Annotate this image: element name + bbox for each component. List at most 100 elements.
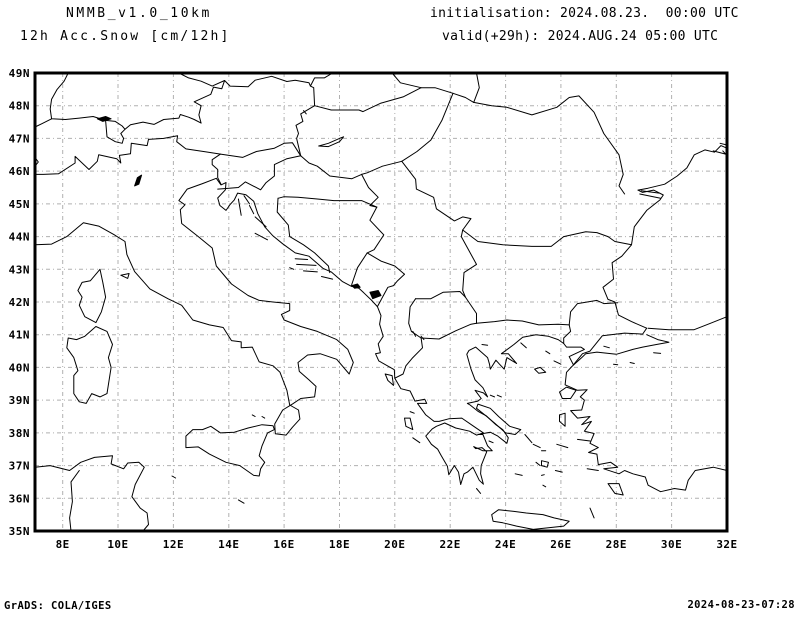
- map-feature-coast-africa: [34, 455, 149, 532]
- map-feature-border-serbia-macedonia: [415, 291, 466, 300]
- map-feature-island-mljet: [321, 276, 334, 280]
- model-title: NMMB_v1.0_10km: [66, 6, 212, 21]
- map-feature-island-andros: [524, 434, 533, 444]
- map-feature-border-alps-italy-slovenia: [34, 135, 302, 175]
- latitude-tick-label: 44N: [9, 231, 30, 244]
- map-feature-island-paros: [535, 461, 541, 467]
- map-feature-island-pantelleria: [171, 475, 177, 479]
- map-feature-border-hungary-serbia: [361, 160, 403, 175]
- map-feature-island-santorini: [542, 484, 547, 488]
- map-feature-border-italy-slovenia: [211, 153, 222, 185]
- map-feature-island-aeolian-2: [261, 416, 266, 419]
- latitude-tick-label: 39N: [9, 394, 30, 407]
- map-feature-island-euboea: [476, 403, 522, 435]
- map-feature-border-serbia-bulgaria: [460, 229, 477, 298]
- map-feature-island-dugi-otok: [254, 232, 268, 241]
- map-feature-border-bulgaria-greece: [476, 319, 570, 326]
- map-feature-danube-delta-arm-2: [640, 190, 660, 194]
- latitude-tick-label: 35N: [9, 525, 30, 538]
- map-feature-island-crete: [491, 509, 570, 530]
- map-feature-border-macedonia-bulgaria: [464, 296, 477, 324]
- initialisation-label: initialisation: 2024.08.23. 00:00 UTC: [430, 6, 739, 21]
- map-feature-island-chios: [559, 412, 566, 427]
- map-feature-coast-balkan-greece-blacksea: [217, 145, 728, 485]
- longitude-tick-label: 30E: [661, 538, 682, 551]
- latitude-tick-label: 46N: [9, 165, 30, 178]
- map-feature-border-rhine-austria-czech: [49, 72, 334, 130]
- map-feature-coast-italy: [34, 177, 354, 436]
- map-feature-coast-turkey-blacksea: [647, 316, 728, 331]
- map-feature-lake-balaton: [318, 136, 345, 148]
- map-feature-border-croatia-slovenia: [217, 155, 302, 191]
- map-feature-coast-turkey-aegean: [564, 334, 728, 493]
- map-feature-island-sporades-2: [496, 394, 502, 398]
- map-feature-island-samos: [577, 438, 591, 442]
- map-feature-border-slovakia-poland: [391, 72, 422, 89]
- map-feature-island-aeolian-1: [251, 414, 256, 417]
- map-frame: [33, 71, 729, 533]
- map-feature-lake-neusiedl: [303, 110, 307, 115]
- latitude-tick-label: 45N: [9, 198, 30, 211]
- map-feature-island-sporades-1: [489, 394, 495, 398]
- map-feature-border-bosnia-west: [276, 197, 331, 274]
- map-feature-island-zakynthos: [412, 437, 421, 444]
- map-feature-danube-delta-arm-1: [639, 193, 662, 199]
- map-feature-border-bosnia-drina: [350, 206, 385, 287]
- map-feature-island-kos: [586, 468, 599, 471]
- map-feature-lake-skadar: [369, 290, 382, 300]
- map-feature-border-bosnia-sava: [277, 196, 378, 208]
- map-feature-island-amorgos: [554, 470, 563, 473]
- valid-time-label: valid(+29h): 2024.AUG.24 05:00 UTC: [442, 29, 719, 44]
- map-feature-island-sicily: [185, 424, 275, 477]
- map-feature-island-milos: [514, 473, 523, 476]
- map-feature-island-vis: [289, 267, 295, 270]
- longitude-tick-label: 26E: [550, 538, 571, 551]
- map-feature-border-ukraine-north: [473, 72, 480, 103]
- latitude-tick-label: 47N: [9, 132, 30, 145]
- map-feature-border-serbia-croatia-danube: [361, 173, 379, 208]
- map-feature-border-algeria-tunisia: [69, 470, 80, 532]
- map-feature-island-krk: [243, 195, 250, 205]
- longitude-tick-label: 24E: [495, 538, 516, 551]
- map-feature-island-ikaria: [556, 443, 569, 449]
- map-feature-border-macedonia-greece: [420, 322, 477, 340]
- latitude-tick-label: 36N: [9, 492, 30, 505]
- longitude-tick-label: 28E: [606, 538, 627, 551]
- map-feature-border-romania-bulgaria-danube: [462, 229, 632, 247]
- map-feature-island-rhodes: [607, 483, 624, 496]
- map-feature-lake-garda: [134, 174, 143, 187]
- map-feature-island-brac: [294, 258, 309, 260]
- map-feature-border-austria-hungary: [295, 85, 316, 157]
- map-feature-border-hungary-croatia-drava: [300, 155, 363, 180]
- map-feature-island-lefkada: [409, 411, 415, 414]
- map-feature-island-kythira: [476, 488, 482, 494]
- map-feature-lake-volvi: [481, 344, 489, 346]
- longitude-tick-label: 22E: [440, 538, 461, 551]
- map-feature-island-sardinia: [66, 326, 113, 404]
- longitude-tick-label: 12E: [163, 538, 184, 551]
- map-feature-border-bulgaria-turkey: [568, 299, 619, 326]
- map-feature-island-corfu: [384, 373, 394, 386]
- map-feature-island-korcula: [303, 270, 318, 273]
- map-feature-border-hungary-romania: [401, 92, 454, 162]
- map-feature-island-samothrace: [545, 350, 551, 355]
- map-feature-island-kefalonia: [404, 417, 414, 431]
- map-feature-island-hvar: [296, 263, 317, 266]
- longitude-tick-label: 20E: [384, 538, 405, 551]
- longitude-tick-label: 14E: [218, 538, 239, 551]
- map-feature-island-limnos: [534, 366, 547, 374]
- longitude-tick-label: 32E: [716, 538, 737, 551]
- product-title: 12h Acc.Snow [cm/12h]: [20, 29, 231, 44]
- map-feature-lake-iznik: [653, 352, 662, 354]
- map-feature-island-imbros: [553, 360, 562, 365]
- latitude-tick-label: 48N: [9, 100, 30, 113]
- map-feature-island-lesbos: [559, 386, 577, 399]
- map-feature-border-czech-bavaria: [178, 72, 226, 87]
- map-feature-lake-ulubat: [629, 362, 635, 364]
- map-feature-island-aegina: [488, 440, 494, 444]
- map-feature-bay-of-kotor: [351, 283, 361, 289]
- map-feature-border-romania-north-prut: [473, 95, 626, 195]
- latitude-tick-label: 37N: [9, 460, 30, 473]
- map-feature-dnieper-estuary-1: [712, 150, 727, 155]
